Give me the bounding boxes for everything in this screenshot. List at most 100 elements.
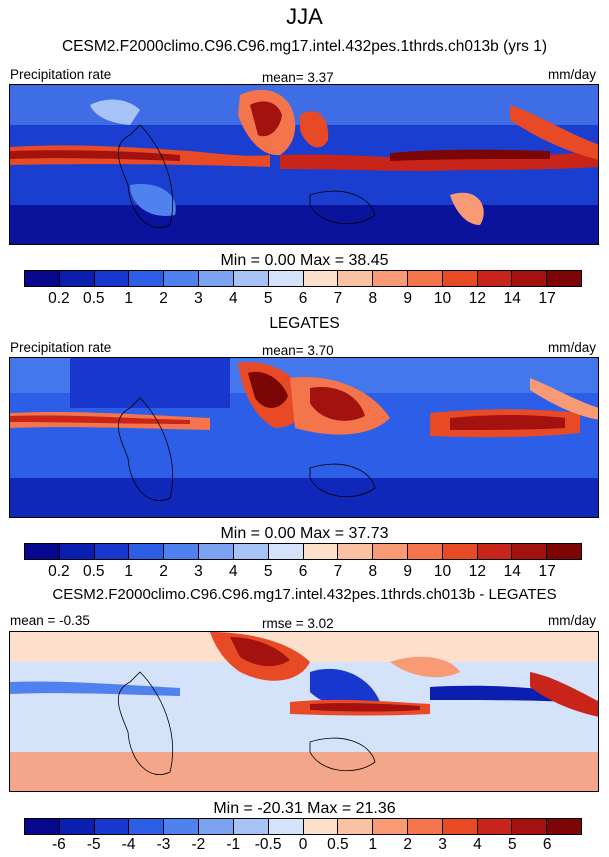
panel3-colorbar-ticks: -6 -5 -4 -3 -2 -1 -0.5 0 0.5 1 2 3 4 5 6 bbox=[24, 836, 582, 856]
panel1-colorbar bbox=[24, 270, 582, 287]
panel1-map bbox=[9, 84, 599, 245]
colorbar-tick-label: 3 bbox=[194, 563, 203, 580]
colorbar-swatch bbox=[373, 819, 408, 834]
panel3-map bbox=[9, 631, 599, 792]
colorbar-tick-label: 0.5 bbox=[82, 563, 105, 580]
colorbar-tick-label: -6 bbox=[51, 836, 66, 853]
colorbar-tick-label: 7 bbox=[333, 563, 343, 580]
panel2-colorbar-ticks: 0.2 0.5 1 2 3 4 5 6 7 8 9 10 12 14 17 bbox=[24, 563, 582, 583]
colorbar-swatch bbox=[199, 544, 234, 559]
colorbar-swatch bbox=[129, 271, 165, 286]
colorbar-tick-label: 8 bbox=[368, 563, 378, 580]
colorbar-swatch bbox=[164, 271, 200, 286]
colorbar-swatch bbox=[199, 271, 234, 286]
colorbar-swatch bbox=[407, 819, 443, 834]
colorbar-tick-label: 4 bbox=[228, 563, 238, 580]
colorbar-tick-label: 6 bbox=[298, 563, 308, 580]
colorbar-tick-label: 4 bbox=[228, 290, 238, 307]
colorbar-tick-label: 0.5 bbox=[82, 290, 105, 307]
colorbar-swatch bbox=[268, 544, 304, 559]
colorbar-swatch bbox=[512, 819, 548, 834]
panel2-variable-label: Precipitation rate bbox=[10, 340, 112, 355]
colorbar-swatch bbox=[94, 271, 130, 286]
colorbar-swatch bbox=[407, 544, 443, 559]
panel2-map-svg bbox=[10, 358, 598, 517]
colorbar-tick-label: 0.2 bbox=[48, 563, 70, 580]
colorbar-swatch bbox=[442, 544, 478, 559]
colorbar-tick-label: 0.2 bbox=[48, 290, 70, 307]
colorbar-swatch bbox=[303, 271, 339, 286]
colorbar-swatch bbox=[512, 544, 548, 559]
colorbar-tick-label: 14 bbox=[503, 290, 521, 307]
colorbar-swatch bbox=[303, 819, 339, 834]
colorbar-tick-label: 7 bbox=[333, 290, 343, 307]
colorbar-tick-label: 1 bbox=[124, 290, 133, 307]
figure-title: JJA bbox=[286, 4, 323, 29]
panel1-title: CESM2.F2000climo.C96.C96.mg17.intel.432p… bbox=[61, 38, 548, 55]
colorbar-swatch bbox=[373, 544, 408, 559]
colorbar-swatch bbox=[94, 544, 130, 559]
colorbar-swatch bbox=[129, 819, 165, 834]
colorbar-swatch bbox=[233, 819, 269, 834]
panel1-mean-label: mean= 3.37 bbox=[262, 70, 334, 85]
colorbar-tick-label: 12 bbox=[468, 290, 486, 307]
colorbar-swatch bbox=[477, 819, 513, 834]
colorbar-tick-label: 0 bbox=[298, 836, 308, 853]
colorbar-swatch bbox=[164, 819, 200, 834]
colorbar-tick-label: 12 bbox=[468, 563, 486, 580]
panel1-minmax: Min = 0.00 Max = 38.45 bbox=[220, 252, 389, 269]
panel3-colorbar bbox=[24, 818, 582, 835]
colorbar-tick-label: 9 bbox=[403, 290, 412, 307]
colorbar-swatch bbox=[25, 271, 60, 286]
colorbar-swatch bbox=[268, 271, 304, 286]
colorbar-tick-label: 17 bbox=[538, 290, 556, 307]
colorbar-tick-label: 0.5 bbox=[327, 836, 349, 853]
colorbar-swatch bbox=[233, 271, 269, 286]
colorbar-tick-label: 2 bbox=[403, 836, 412, 853]
panel2-colorbar bbox=[24, 543, 582, 560]
panel3-map-svg bbox=[10, 632, 598, 791]
panel3-minmax: Min = -20.31 Max = 21.36 bbox=[213, 800, 396, 817]
colorbar-swatch bbox=[94, 819, 130, 834]
colorbar-swatch bbox=[303, 544, 339, 559]
colorbar-swatch bbox=[407, 271, 443, 286]
colorbar-tick-label: -3 bbox=[156, 836, 171, 853]
panel2-title: LEGATES bbox=[269, 315, 340, 332]
colorbar-tick-label: 10 bbox=[433, 563, 452, 580]
colorbar-swatch bbox=[164, 544, 200, 559]
colorbar-tick-label: 14 bbox=[503, 563, 521, 580]
colorbar-tick-label: 3 bbox=[194, 290, 203, 307]
colorbar-tick-label: 6 bbox=[542, 836, 552, 853]
panel2-mean-label: mean= 3.70 bbox=[262, 343, 334, 358]
colorbar-swatch bbox=[547, 271, 581, 286]
colorbar-tick-label: -5 bbox=[86, 836, 101, 853]
colorbar-swatch bbox=[477, 271, 513, 286]
colorbar-swatch bbox=[547, 819, 581, 834]
colorbar-tick-label: 5 bbox=[263, 563, 273, 580]
colorbar-swatch bbox=[59, 271, 95, 286]
colorbar-swatch bbox=[25, 544, 60, 559]
colorbar-swatch bbox=[338, 544, 374, 559]
colorbar-swatch bbox=[442, 819, 478, 834]
colorbar-swatch bbox=[338, 271, 374, 286]
colorbar-tick-label: 1 bbox=[368, 836, 378, 853]
colorbar-tick-label: 6 bbox=[298, 290, 308, 307]
panel3-mean-label: mean = -0.35 bbox=[10, 613, 90, 628]
colorbar-tick-label: 10 bbox=[433, 290, 452, 307]
colorbar-tick-label: 9 bbox=[403, 563, 412, 580]
colorbar-tick-label: 4 bbox=[473, 836, 482, 853]
colorbar-tick-label: 8 bbox=[368, 290, 378, 307]
colorbar-tick-label: -0.5 bbox=[254, 836, 282, 853]
colorbar-tick-label: -2 bbox=[191, 836, 206, 853]
colorbar-swatch bbox=[59, 819, 95, 834]
colorbar-tick-label: 2 bbox=[159, 290, 168, 307]
colorbar-swatch bbox=[25, 819, 60, 834]
colorbar-tick-label: 5 bbox=[263, 290, 273, 307]
colorbar-swatch bbox=[59, 544, 95, 559]
colorbar-tick-label: 3 bbox=[438, 836, 447, 853]
panel2-units-label: mm/day bbox=[548, 340, 597, 355]
panel3-units-label: mm/day bbox=[548, 613, 597, 628]
colorbar-swatch bbox=[442, 271, 478, 286]
colorbar-swatch bbox=[512, 271, 548, 286]
colorbar-swatch bbox=[233, 544, 269, 559]
